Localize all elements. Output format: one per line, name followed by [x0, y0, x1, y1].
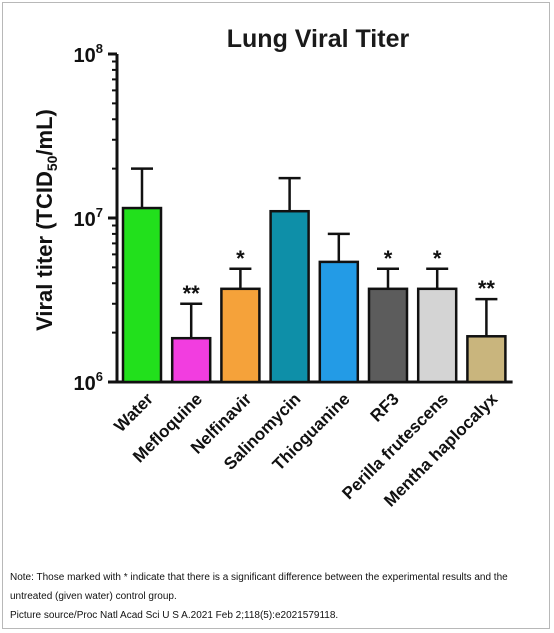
y-tick-label: 106 — [74, 369, 103, 395]
bar — [367, 287, 409, 384]
y-tick-label: 108 — [74, 41, 103, 67]
y-axis-label-subscript: 50 — [44, 155, 60, 171]
significance-marker: * — [236, 246, 245, 271]
note-line-1: Note: Those marked with * indicate that … — [10, 572, 508, 583]
y-axis-label: Viral titer (TCID50/mL) — [32, 109, 60, 331]
x-tick-label: Water — [110, 389, 157, 436]
chart-title: Lung Viral Titer — [227, 25, 410, 53]
significance-marker: ** — [183, 281, 201, 306]
bar — [466, 335, 507, 384]
bar — [318, 260, 360, 384]
note-line-2: untreated (given water) control group. — [10, 591, 177, 602]
bar — [220, 287, 261, 384]
significance-marker: * — [433, 246, 442, 271]
note-line-3: Picture source/Proc Natl Acad Sci U S A.… — [10, 610, 339, 621]
bar — [121, 206, 163, 384]
bar — [416, 287, 458, 384]
significance-marker: ** — [478, 276, 496, 301]
figure-note: Note: Those marked with * indicate that … — [10, 568, 548, 625]
y-tick-label: 107 — [74, 205, 103, 231]
y-axis-label-end: /mL) — [32, 109, 57, 155]
bar — [269, 209, 310, 384]
significance-marker: * — [384, 246, 393, 271]
lung-viral-titer-chart: Lung Viral Titer Viral titer (TCID50/mL)… — [32, 25, 513, 510]
bar — [170, 336, 212, 384]
y-axis-label-main: Viral titer (TCID — [32, 171, 57, 331]
x-tick-label: RF3 — [367, 389, 403, 425]
figure-frame — [2, 2, 550, 629]
